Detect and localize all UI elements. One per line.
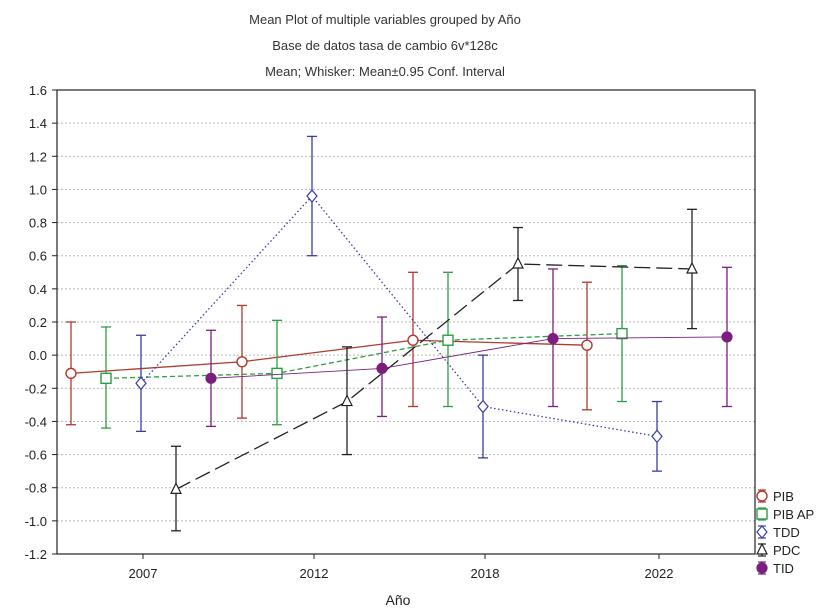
point-pib	[65, 367, 77, 380]
x-tick-label: 2012	[300, 566, 329, 581]
point-tid	[547, 332, 559, 345]
y-tick-label: 1.2	[29, 149, 47, 164]
x-tick-label: 2007	[129, 566, 158, 581]
y-tick-label: 0.6	[29, 249, 47, 264]
point-pdc	[341, 394, 353, 407]
y-tick-label: 0.2	[29, 315, 47, 330]
y-tick-label: 1.0	[29, 182, 47, 197]
point-pdc	[170, 482, 182, 494]
point-pib-ap	[616, 327, 628, 340]
point-tdd	[306, 189, 318, 203]
series-line-pdc	[175, 263, 693, 490]
y-tick-label: -0.6	[25, 448, 47, 463]
y-tick-label: -1.0	[25, 514, 47, 529]
legend-label-pib: PIB	[773, 489, 794, 504]
legend-label-pdc: PDC	[773, 543, 800, 558]
x-axis-label: Año	[386, 592, 411, 608]
series-line-tdd	[140, 195, 658, 437]
y-tick-label: 1.4	[29, 116, 47, 131]
legend-marker-pib-ap	[756, 508, 768, 520]
chart-subtitle: Base de datos tasa de cambio 6v*128c	[272, 38, 498, 53]
point-tdd	[135, 376, 147, 391]
legend-marker-tdd	[756, 525, 768, 539]
y-tick-label: -0.2	[25, 381, 47, 396]
y-tick-label: 0.4	[29, 282, 47, 297]
point-tdd	[651, 429, 663, 444]
chart-title: Mean Plot of multiple variables grouped …	[249, 12, 521, 27]
point-pib	[581, 339, 593, 351]
point-tdd	[477, 399, 489, 414]
y-tick-label: -0.8	[25, 481, 47, 496]
legend-label-pib-ap: PIB AP	[773, 507, 814, 522]
y-tick-label: 1.6	[29, 83, 47, 98]
point-tid	[721, 331, 733, 343]
legend-marker-pdc	[756, 542, 768, 555]
point-pdc	[686, 261, 698, 274]
series-line-tid	[210, 336, 728, 379]
plot-frame	[56, 89, 756, 555]
x-tick-label: 2018	[471, 566, 500, 581]
series-line-pib-ap	[105, 332, 623, 379]
point-pib-ap	[100, 372, 112, 385]
legend-marker-pib	[756, 490, 768, 502]
y-tick-label: -0.4	[25, 414, 47, 429]
x-tick-label: 2022	[645, 566, 674, 581]
y-tick-label: -1.2	[25, 547, 47, 562]
chart-whisker-note: Mean; Whisker: Mean±0.95 Conf. Interval	[265, 64, 505, 79]
y-tick-label: 0.0	[29, 348, 47, 363]
point-tid	[376, 362, 388, 374]
point-pib	[236, 356, 248, 368]
legend-label-tdd: TDD	[773, 525, 800, 540]
point-pib-ap	[271, 367, 283, 380]
series-line-pib	[70, 339, 588, 375]
point-pdc	[512, 256, 524, 269]
legend-label-tid: TID	[773, 561, 794, 576]
legend-marker-tid	[756, 562, 768, 574]
point-pib	[407, 334, 419, 346]
y-tick-label: 0.8	[29, 216, 47, 231]
point-pib-ap	[442, 334, 454, 346]
point-tid	[205, 372, 217, 384]
